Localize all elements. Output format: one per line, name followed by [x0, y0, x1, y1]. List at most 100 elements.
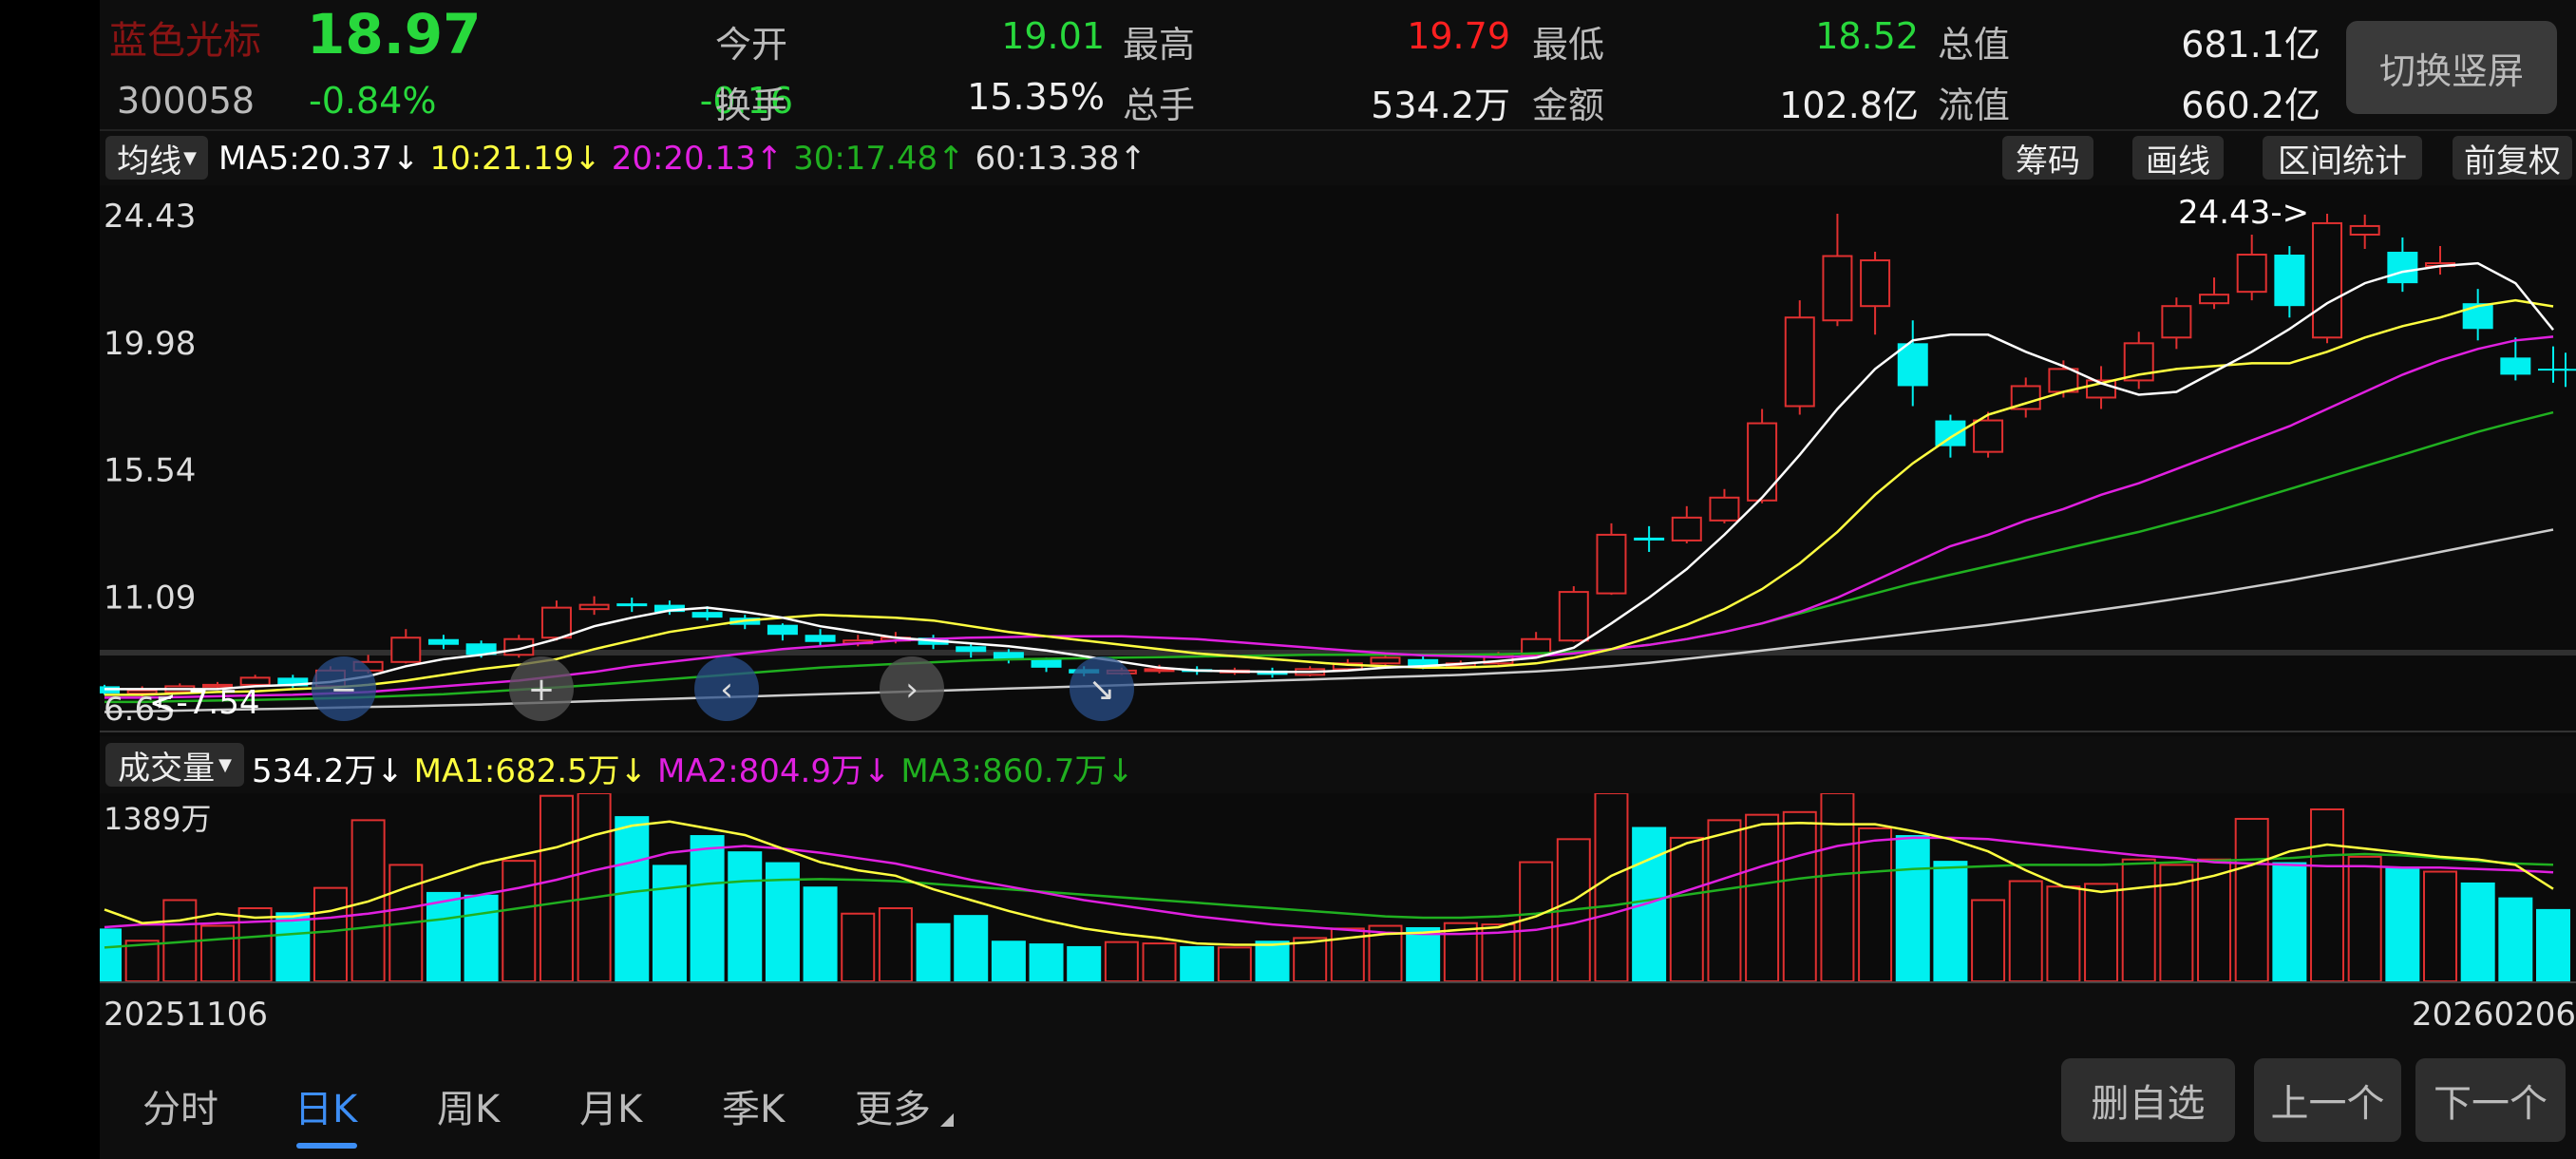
switch-portrait-button[interactable]: 切换竖屏	[2346, 21, 2557, 114]
volume-bar	[2046, 885, 2081, 982]
candlestick-chart[interactable]: 24.43 19.98 15.54 11.09 6.65 24.43-> <-7.54 − + ‹…	[100, 185, 2576, 736]
candle	[1860, 252, 1891, 335]
ma10-arrow-icon: ↓	[574, 140, 601, 178]
market-cap-label: 总值	[1938, 24, 2011, 66]
high-value: 19.79	[1407, 15, 1510, 57]
tab-quarterly-k[interactable]: 季K	[722, 1088, 786, 1131]
scroll-left-icon-circle[interactable]	[694, 656, 759, 721]
x-end-date: 20260206	[2411, 996, 2576, 1034]
total-volume-label: 总手	[1123, 85, 1196, 126]
volume-bar	[1406, 926, 1441, 981]
volume-bar	[1669, 836, 1704, 983]
vol-ma2-arrow-icon: ↓	[863, 752, 891, 790]
candle	[1897, 320, 1928, 407]
candle-body	[1144, 668, 1175, 673]
scroll-left-icon-glyph: ‹	[720, 671, 733, 709]
remove-watchlist-button[interactable]: 删自选	[2061, 1058, 2235, 1142]
tab-intraday[interactable]: 分时	[142, 1088, 218, 1131]
volume-bar	[2008, 880, 2043, 982]
draw-line-button[interactable]: 画线	[2132, 136, 2224, 180]
stock-chart-screen: 蓝色光标 18.97 300058 -0.84% -0.16 今开 19.01 …	[100, 0, 2576, 1159]
candle-body	[1860, 259, 1891, 308]
candle-body	[956, 646, 987, 653]
reset-icon[interactable]: ↘	[1070, 656, 1134, 721]
ma10-value: 10:21.19	[429, 140, 575, 178]
market-cap-value: 681.1亿	[2181, 24, 2320, 66]
volume-bar	[1067, 945, 1102, 981]
y-tick-label: 6.65	[104, 691, 176, 729]
volume-max-label: 1389万	[104, 801, 211, 837]
vol-ma1-value: MA1:682.5万	[413, 752, 620, 790]
tab-weekly-k[interactable]: 周K	[437, 1088, 501, 1131]
candle	[2387, 237, 2418, 293]
candle-body	[1897, 343, 1928, 387]
candle	[1558, 586, 1589, 642]
scroll-right-icon-circle[interactable]	[880, 656, 944, 721]
volume-bar	[539, 794, 574, 983]
ma10-line	[104, 298, 2554, 696]
vol-ma3-arrow-icon: ↓	[1107, 752, 1134, 790]
volume-selector[interactable]: 成交量 ▼	[105, 743, 244, 788]
volume-bar	[2121, 858, 2156, 982]
candle	[540, 600, 572, 641]
low-value: 18.52	[1815, 15, 1919, 57]
volume-bar	[878, 907, 913, 982]
volume-bar	[2385, 867, 2420, 981]
ma5-value: MA5:20.37	[218, 140, 393, 178]
range-stats-button[interactable]: 区间统计	[2263, 136, 2422, 180]
volume-bar	[615, 816, 650, 981]
vol-ma1-arrow-icon: ↓	[619, 752, 648, 790]
volume-ma-values: 534.2万↓ MA1:682.5万↓ MA2:804.9万↓ MA3:860.…	[252, 745, 1134, 791]
volume-bar	[464, 894, 499, 981]
previous-stock-button[interactable]: 上一个	[2254, 1058, 2401, 1142]
candle-body	[239, 676, 271, 686]
candle-body	[1370, 656, 1401, 665]
tab-more[interactable]: 更多	[855, 1088, 931, 1131]
candle	[1521, 632, 1552, 656]
zoom-out-icon-circle[interactable]	[312, 656, 376, 721]
volume-bar	[1971, 899, 2006, 982]
ma-selector[interactable]: 均线 ▼	[105, 136, 208, 180]
candle-body	[2274, 255, 2305, 307]
volume-bar	[275, 912, 311, 981]
tab-monthly-k[interactable]: 月K	[579, 1088, 643, 1131]
dropdown-arrow-icon: ▼	[218, 754, 232, 775]
candle	[1784, 300, 1815, 415]
volume-bar	[1707, 819, 1742, 982]
ma60-value: 60:13.38	[975, 140, 1120, 178]
turnover-label: 换手	[715, 85, 788, 126]
candle	[201, 681, 233, 690]
candle	[2462, 289, 2493, 341]
candle-body	[2236, 254, 2267, 294]
candle	[1634, 525, 1665, 552]
next-stock-button[interactable]: 下一个	[2415, 1058, 2566, 1142]
forward-adjust-button[interactable]: 前复权	[2453, 136, 2572, 180]
volume-bar	[916, 922, 951, 981]
zoom-out-icon[interactable]: −	[312, 656, 376, 721]
chip-button[interactable]: 筹码	[2002, 136, 2093, 180]
candle-body	[1973, 419, 2004, 453]
zoom-in-icon-circle[interactable]	[509, 656, 574, 721]
candle-body	[1031, 658, 1062, 668]
candle-body	[1521, 637, 1552, 656]
low-label: 最低	[1532, 24, 1605, 66]
candle-body	[2387, 252, 2418, 284]
reset-icon-circle[interactable]	[1070, 656, 1134, 721]
y-tick-label: 11.09	[104, 579, 196, 617]
volume-chart[interactable]: 1389万	[100, 793, 2576, 983]
volume-bar	[991, 940, 1026, 981]
y-tick-label: 24.43	[104, 198, 196, 236]
volume-bar	[2498, 897, 2533, 981]
scroll-right-icon[interactable]: ›	[880, 656, 944, 721]
volume-bar	[1217, 946, 1252, 983]
high-price-marker: 24.43->	[2178, 194, 2309, 232]
zoom-in-icon[interactable]: +	[509, 656, 574, 721]
candle	[653, 600, 685, 616]
vma3-line	[104, 852, 2554, 949]
tab-daily-k[interactable]: 日K	[294, 1088, 358, 1131]
volume-bar	[1782, 810, 1817, 982]
scroll-left-icon[interactable]: ‹	[694, 656, 759, 721]
vma2-line	[104, 836, 2554, 936]
candle-body	[993, 652, 1024, 659]
candle	[390, 629, 422, 664]
